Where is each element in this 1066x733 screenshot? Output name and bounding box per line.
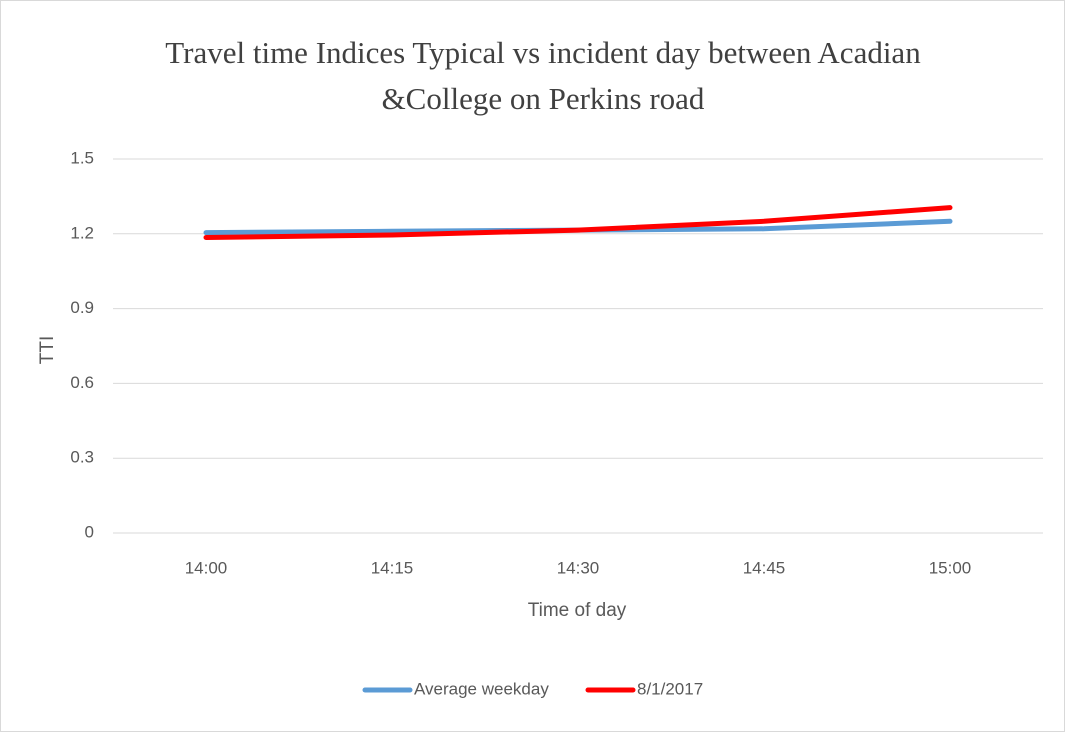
legend-label: Average weekday	[414, 679, 549, 698]
legend-label: 8/1/2017	[637, 679, 703, 698]
x-tick-label: 14:00	[185, 558, 228, 577]
y-tick-label: 1.2	[70, 223, 94, 242]
y-tick-label: 0.3	[70, 448, 94, 467]
data-line	[203, 205, 953, 240]
y-tick-label: 0	[85, 522, 94, 541]
y-tick-label: 0.9	[70, 298, 94, 317]
x-tick-label: 14:15	[371, 558, 414, 577]
y-tick-label: 0.6	[70, 373, 94, 392]
chart-title: Travel time Indices Typical vs incident …	[165, 35, 921, 116]
x-tick-label: 14:30	[557, 558, 600, 577]
y-axis-label: TTI	[37, 336, 58, 365]
y-tick-label: 1.5	[70, 148, 94, 167]
x-axis-label: Time of day	[528, 600, 627, 621]
x-tick-label: 14:45	[743, 558, 786, 577]
x-tick-label: 15:00	[929, 558, 972, 577]
